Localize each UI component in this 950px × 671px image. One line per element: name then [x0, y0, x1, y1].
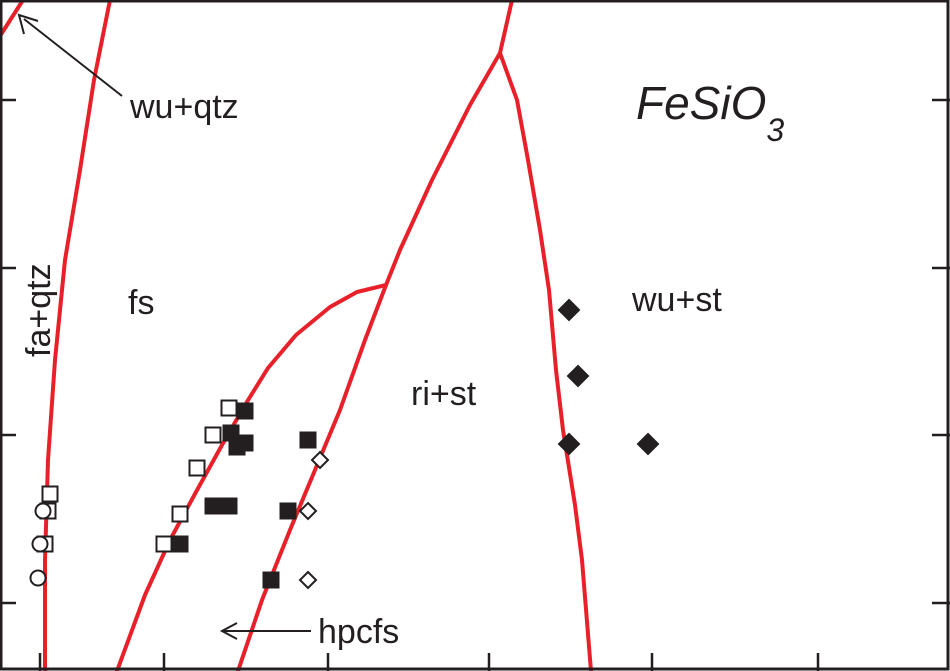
label-fa-qtz: fa+qtz — [20, 263, 58, 357]
square-filled-point-5 — [220, 497, 238, 515]
square-open-point-1 — [204, 426, 222, 444]
square-open-point-4 — [155, 535, 173, 553]
square-filled-point-8 — [279, 502, 297, 520]
square-open-point-5 — [41, 485, 59, 503]
square-filled-point-9 — [262, 571, 280, 589]
circle-open-point-0 — [34, 502, 52, 520]
diamond-filled-point-3 — [636, 432, 660, 456]
arrow-wu-qtz-shaft — [23, 18, 123, 97]
diamond-filled-point-0 — [557, 298, 581, 322]
label-arrows — [17, 13, 311, 640]
label-wu-qtz: wu+qtz — [129, 88, 239, 126]
square-filled-point-1 — [222, 424, 240, 442]
square-filled-point-3 — [228, 438, 246, 456]
label-fs: fs — [128, 284, 154, 322]
compound-label: FeSiO3 — [636, 77, 784, 148]
diamond-filled-point-2 — [557, 432, 581, 456]
arrow-hpcfs-head — [219, 622, 238, 640]
compound-formula: FeSiO — [636, 77, 766, 129]
square-filled-point-7 — [299, 431, 317, 449]
circle-open-point-1 — [31, 535, 49, 553]
data-markers — [29, 298, 660, 590]
square-open-point-2 — [188, 459, 206, 477]
square-open-point-3 — [171, 505, 189, 523]
label-wu-st: wu+st — [631, 281, 722, 319]
square-open-point-0 — [220, 399, 238, 417]
phase-boundaries — [0, 0, 593, 671]
label-ri-st: ri+st — [411, 375, 477, 413]
boundary-hpcfs-rist — [236, 0, 514, 671]
diamond-open-point-2 — [298, 570, 318, 590]
diamond-filled-point-1 — [566, 364, 590, 388]
circle-open-point-2 — [29, 569, 47, 587]
diamond-open-point-1 — [298, 501, 318, 521]
compound-subscript: 3 — [766, 112, 784, 148]
square-filled-point-6 — [171, 535, 189, 553]
diamond-open-point-0 — [310, 450, 330, 470]
boundary-wu-qtz-corner — [0, 0, 25, 38]
boundary-rist-wust — [498, 51, 593, 671]
label-hpcfs: hpcfs — [318, 613, 399, 651]
square-filled-point-4 — [204, 497, 222, 515]
square-filled-point-0 — [236, 402, 254, 420]
arrow-wu-qtz-head — [17, 13, 39, 35]
